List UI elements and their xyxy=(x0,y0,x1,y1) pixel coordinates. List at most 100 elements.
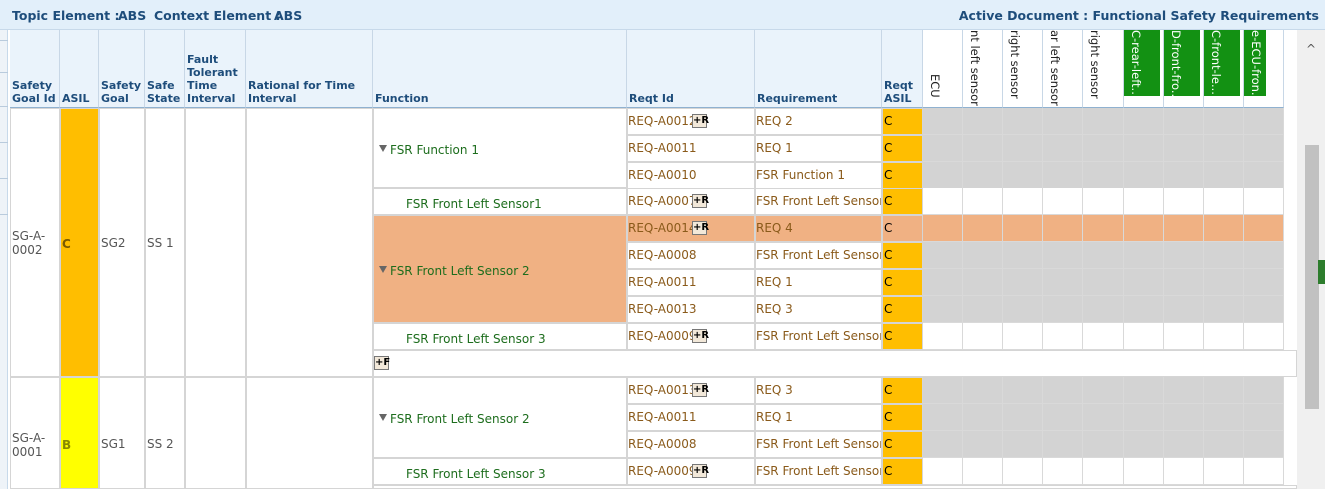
allocation-cell[interactable] xyxy=(1043,135,1083,162)
allocation-cell[interactable] xyxy=(923,215,963,242)
allocation-cell[interactable] xyxy=(1124,296,1164,323)
alloc-header-rear-right-sensor[interactable]: right sensor xyxy=(1083,30,1124,108)
allocation-cell[interactable] xyxy=(923,296,963,323)
allocation-cell[interactable] xyxy=(1164,162,1204,189)
alloc-header-front-right-sensor[interactable]: right sensor xyxy=(1003,30,1043,108)
collapse-triangle-icon[interactable] xyxy=(379,266,387,273)
reqt-id-link[interactable]: REQ-A0012 xyxy=(628,114,697,128)
allocation-cell[interactable] xyxy=(1204,242,1244,269)
allocation-cell[interactable] xyxy=(1124,215,1164,242)
allocation-cell[interactable] xyxy=(963,162,1003,189)
allocation-cell[interactable] xyxy=(1003,162,1043,189)
reqt-id-link[interactable]: REQ-A0009 xyxy=(628,464,697,478)
allocation-cell[interactable] xyxy=(1003,135,1043,162)
allocation-cell[interactable] xyxy=(1043,269,1083,296)
allocation-cell[interactable] xyxy=(1204,377,1244,404)
allocation-cell[interactable] xyxy=(1043,242,1083,269)
allocation-cell[interactable] xyxy=(1244,404,1284,431)
allocation-cell[interactable] xyxy=(1043,215,1083,242)
allocation-cell[interactable] xyxy=(1244,323,1284,350)
allocation-cell[interactable] xyxy=(1083,162,1124,189)
add-requirement-button[interactable]: +R xyxy=(692,383,710,397)
function-cell[interactable]: FSR Front Left Sensor 2 xyxy=(373,377,627,458)
reqt-id-link[interactable]: REQ-A0007 xyxy=(628,194,697,208)
allocation-cell[interactable] xyxy=(923,135,963,162)
allocation-cell[interactable] xyxy=(1244,135,1284,162)
requirement-cell[interactable]: FSR Function 1 xyxy=(755,162,882,189)
alloc-header-e-ecu-front[interactable]: e-ECU-fron... xyxy=(1244,30,1284,108)
allocation-cell[interactable] xyxy=(1244,431,1284,458)
function-cell[interactable]: FSR Front Left Sensor 3 xyxy=(373,458,627,485)
reqt-id-cell[interactable]: REQ-A0011 xyxy=(627,269,755,296)
function-cell[interactable]: FSR Front Left Sensor 3 xyxy=(373,323,627,350)
add-requirement-button[interactable]: +R xyxy=(692,464,710,478)
allocation-cell[interactable] xyxy=(1244,162,1284,189)
allocation-cell[interactable] xyxy=(923,323,963,350)
reqt-id-link[interactable]: REQ-A0008 xyxy=(628,248,697,262)
reqt-id-cell[interactable]: REQ-A0014 +R xyxy=(627,215,755,242)
reqt-id-cell[interactable]: REQ-A0007 +R xyxy=(627,188,755,215)
reqt-id-link[interactable]: REQ-A0011 xyxy=(628,141,697,155)
requirement-cell[interactable]: REQ 3 xyxy=(755,296,882,323)
allocation-cell[interactable] xyxy=(1083,242,1124,269)
allocation-cell[interactable] xyxy=(1204,458,1244,485)
allocation-cell[interactable] xyxy=(1164,404,1204,431)
allocation-cell[interactable] xyxy=(1204,188,1244,215)
alloc-header-c-front-left[interactable]: C-front-le... xyxy=(1204,30,1244,108)
alloc-header-ecu[interactable]: ECU xyxy=(923,30,963,108)
allocation-cell[interactable] xyxy=(1124,323,1164,350)
reqt-id-cell[interactable]: REQ-A0013 xyxy=(627,296,755,323)
requirement-cell[interactable]: FSR Front Left Sensor 2 xyxy=(755,242,882,269)
requirement-cell[interactable]: FSR Front Left Sensor 1 xyxy=(755,188,882,215)
requirement-cell[interactable]: REQ 1 xyxy=(755,269,882,296)
allocation-cell[interactable] xyxy=(1003,269,1043,296)
allocation-cell[interactable] xyxy=(1003,458,1043,485)
reqt-id-cell[interactable]: REQ-A0011 xyxy=(627,135,755,162)
allocation-cell[interactable] xyxy=(1164,431,1204,458)
reqt-id-cell[interactable]: REQ-A0009 +R xyxy=(627,458,755,485)
reqt-id-cell[interactable]: REQ-A0010 xyxy=(627,162,755,189)
allocation-cell[interactable] xyxy=(923,377,963,404)
function-cell[interactable]: FSR Function 1 xyxy=(373,108,627,188)
allocation-cell[interactable] xyxy=(1244,215,1284,242)
allocation-cell[interactable] xyxy=(963,188,1003,215)
allocation-cell[interactable] xyxy=(1244,269,1284,296)
allocation-cell[interactable] xyxy=(963,458,1003,485)
reqt-id-link[interactable]: REQ-A0011 xyxy=(628,275,697,289)
alloc-header-rear-left-sensor[interactable]: ar left sensor xyxy=(1043,30,1083,108)
allocation-cell[interactable] xyxy=(1124,135,1164,162)
add-requirement-button[interactable]: +R xyxy=(692,194,710,208)
allocation-cell[interactable] xyxy=(1043,296,1083,323)
allocation-cell[interactable] xyxy=(1083,323,1124,350)
allocation-cell[interactable] xyxy=(1083,108,1124,135)
allocation-cell[interactable] xyxy=(1124,242,1164,269)
allocation-cell[interactable] xyxy=(963,431,1003,458)
allocation-cell[interactable] xyxy=(1124,404,1164,431)
requirement-cell[interactable]: REQ 4 xyxy=(755,215,882,242)
collapse-triangle-icon[interactable] xyxy=(379,414,387,421)
requirement-cell[interactable]: FSR Front Left Sensor 3 xyxy=(755,323,882,350)
allocation-cell[interactable] xyxy=(1003,296,1043,323)
allocation-cell[interactable] xyxy=(1083,215,1124,242)
context-element-value[interactable]: ABS xyxy=(274,8,303,23)
allocation-cell[interactable] xyxy=(923,162,963,189)
allocation-cell[interactable] xyxy=(963,323,1003,350)
allocation-cell[interactable] xyxy=(1244,296,1284,323)
allocation-cell[interactable] xyxy=(1043,108,1083,135)
reqt-id-link[interactable]: REQ-A0008 xyxy=(628,437,697,451)
reqt-id-cell[interactable]: REQ-A0012 +R xyxy=(627,108,755,135)
allocation-cell[interactable] xyxy=(1164,323,1204,350)
allocation-cell[interactable] xyxy=(1124,108,1164,135)
allocation-cell[interactable] xyxy=(963,108,1003,135)
allocation-cell[interactable] xyxy=(1083,296,1124,323)
allocation-cell[interactable] xyxy=(1083,269,1124,296)
add-requirement-button[interactable]: +R xyxy=(692,114,710,128)
allocation-cell[interactable] xyxy=(1003,215,1043,242)
allocation-cell[interactable] xyxy=(923,242,963,269)
add-requirement-button[interactable]: +R xyxy=(692,221,710,235)
allocation-cell[interactable] xyxy=(963,135,1003,162)
allocation-cell[interactable] xyxy=(1204,404,1244,431)
allocation-cell[interactable] xyxy=(1244,108,1284,135)
allocation-cell[interactable] xyxy=(1164,458,1204,485)
allocation-cell[interactable] xyxy=(1244,242,1284,269)
